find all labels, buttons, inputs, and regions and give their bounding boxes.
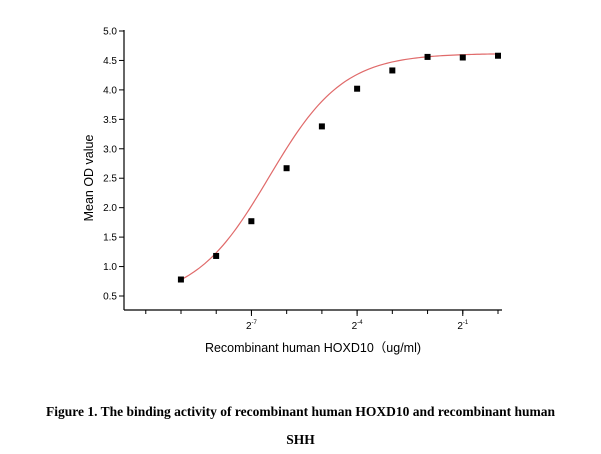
- y-tick-label: 0.5: [103, 292, 117, 303]
- fit-curve: [180, 53, 499, 281]
- y-tick-label: 5.0: [103, 27, 117, 38]
- data-point: [354, 85, 361, 92]
- y-tick-label: 2.0: [103, 203, 117, 214]
- y-tick-label: 3.5: [103, 115, 117, 126]
- data-point: [283, 165, 290, 172]
- x-tick-label: 2-4: [352, 320, 364, 332]
- x-axis: 2-7 2-4 2-1: [124, 309, 502, 332]
- data-point: [424, 53, 431, 60]
- figure-caption-line-1: Figure 1. The binding activity of recomb…: [45, 404, 556, 419]
- data-point: [177, 276, 184, 283]
- data-point: [213, 252, 220, 259]
- data-points: [177, 52, 501, 283]
- x-tick-label: 2-1: [457, 320, 469, 332]
- y-axis: 0.5 1.0 1.5 2.0 2.5 3.0 3.5 4.0 4.5 5.0: [103, 27, 125, 310]
- data-point: [459, 54, 466, 61]
- y-tick-label: 2.5: [103, 174, 117, 185]
- y-tick-label: 1.5: [103, 233, 117, 244]
- y-tick-label: 1.0: [103, 262, 117, 273]
- y-tick-label: 4.5: [103, 56, 117, 67]
- y-axis-title: Mean OD value: [82, 135, 96, 222]
- data-point: [495, 52, 501, 59]
- data-point: [318, 123, 325, 130]
- figure-caption-line-2: SHH: [286, 432, 315, 447]
- data-point: [248, 218, 255, 225]
- y-tick-label: 4.0: [103, 85, 117, 96]
- x-axis-title: Recombinant human HOXD10（ug/ml): [205, 341, 421, 355]
- data-point: [389, 67, 396, 74]
- x-tick-label: 2-7: [246, 320, 258, 332]
- y-tick-label: 3.0: [103, 144, 117, 155]
- plot-area: 0.5 1.0 1.5 2.0 2.5 3.0 3.5 4.0 4.5 5.0 2-7 2-4 2-1: [103, 27, 502, 332]
